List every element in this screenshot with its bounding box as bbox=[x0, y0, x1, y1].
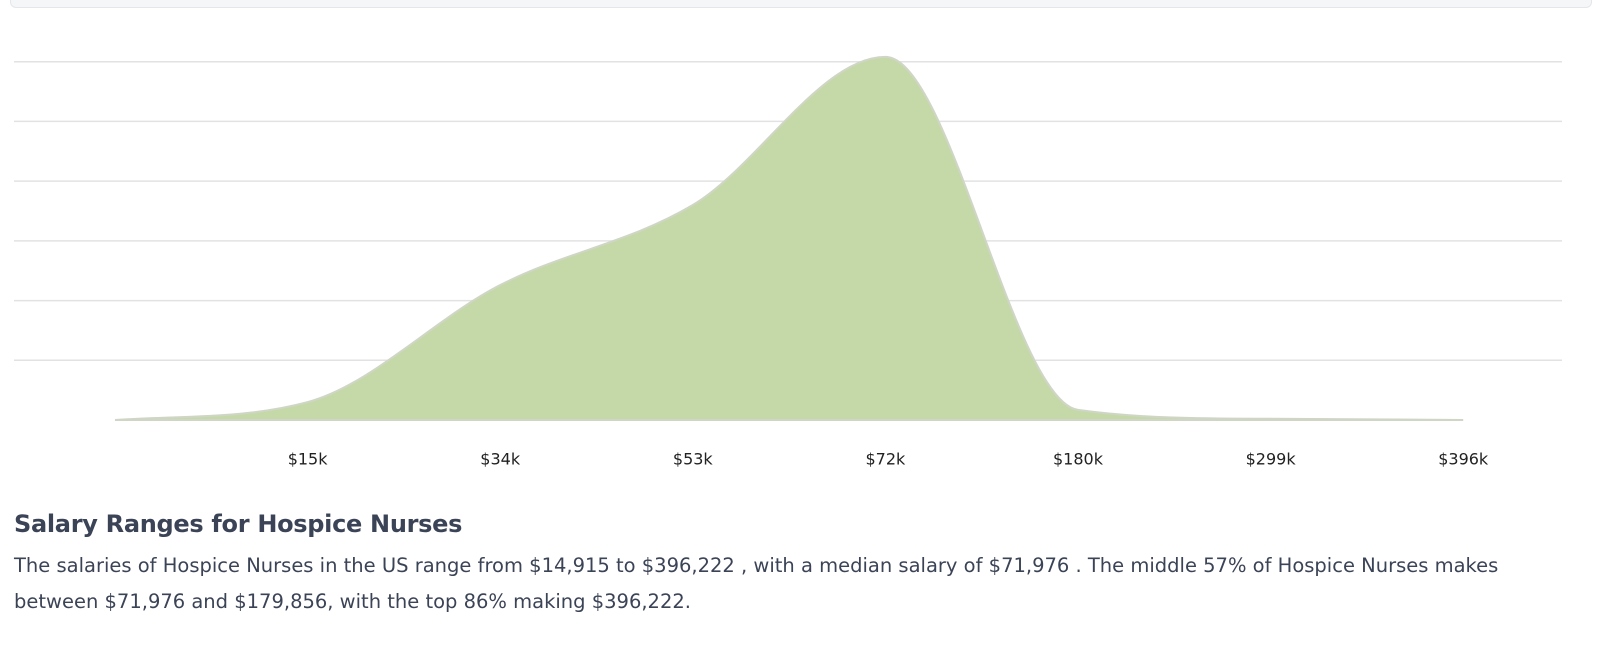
x-tick-label: $15k bbox=[288, 450, 329, 469]
x-tick-label: $72k bbox=[865, 450, 906, 469]
summary-title: Salary Ranges for Hospice Nurses bbox=[14, 510, 463, 538]
chart: $15k $34k $53k $72k $180k $299k $396k bbox=[14, 55, 1562, 469]
x-tick-label: $396k bbox=[1438, 450, 1489, 469]
x-tick-label: $34k bbox=[480, 450, 521, 469]
x-tick-label: $180k bbox=[1053, 450, 1104, 469]
top-panel bbox=[10, 0, 1592, 8]
x-tick-label: $53k bbox=[673, 450, 714, 469]
area bbox=[114, 55, 1464, 421]
summary-text: The salaries of Hospice Nurses in the US… bbox=[14, 554, 1499, 613]
x-tick-label: $299k bbox=[1246, 450, 1297, 469]
